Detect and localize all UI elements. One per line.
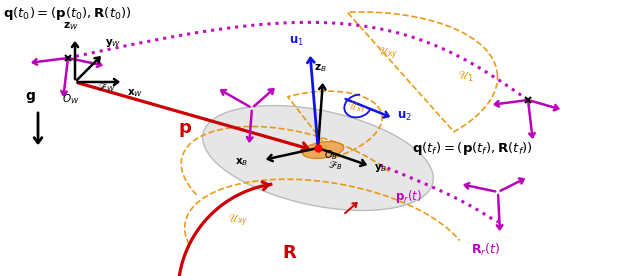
Text: $\mathbf{x}_W$: $\mathbf{x}_W$ (127, 87, 143, 99)
Text: $\mathbf{p}$: $\mathbf{p}$ (178, 121, 192, 139)
Text: $\mathscr{U}_1$: $\mathscr{U}_1$ (458, 70, 474, 84)
Ellipse shape (302, 142, 344, 158)
Text: $\mathbf{p}_r(t)$: $\mathbf{p}_r(t)$ (395, 188, 422, 205)
Text: $\mathscr{U}_{xy}$: $\mathscr{U}_{xy}$ (348, 100, 366, 115)
Text: $\mathbf{z}_B$: $\mathbf{z}_B$ (314, 62, 326, 74)
Text: $O_B$: $O_B$ (324, 148, 338, 162)
Text: $\mathscr{F}_W$: $\mathscr{F}_W$ (97, 81, 116, 94)
Text: $\mathbf{u}_1$: $\mathbf{u}_1$ (289, 35, 304, 48)
Text: $\mathbf{q}(t_0) = (\mathbf{p}(t_0), \mathbf{R}(t_0))$: $\mathbf{q}(t_0) = (\mathbf{p}(t_0), \ma… (3, 5, 132, 22)
Text: $\mathscr{U}_{xy}$: $\mathscr{U}_{xy}$ (228, 213, 249, 229)
Text: $\mathbf{g}$: $\mathbf{g}$ (24, 90, 35, 105)
Text: $\mathbf{y}_B$: $\mathbf{y}_B$ (374, 162, 387, 174)
Text: $\mathbf{q}(t_f) = (\mathbf{p}(t_f), \mathbf{R}(t_f))$: $\mathbf{q}(t_f) = (\mathbf{p}(t_f), \ma… (412, 140, 533, 157)
Text: $\mathscr{F}_B$: $\mathscr{F}_B$ (328, 159, 343, 172)
Text: $O_W$: $O_W$ (62, 92, 80, 106)
Text: $\mathbf{R}_r(t)$: $\mathbf{R}_r(t)$ (471, 242, 500, 258)
Ellipse shape (203, 105, 433, 211)
Text: $\mathbf{x}_B$: $\mathbf{x}_B$ (235, 156, 248, 168)
Text: $\mathbf{z}_W$: $\mathbf{z}_W$ (63, 20, 79, 32)
Text: $\mathbf{R}$: $\mathbf{R}$ (282, 244, 298, 262)
Text: $\mathscr{U}_{xy}$: $\mathscr{U}_{xy}$ (378, 45, 399, 62)
Text: $\mathbf{y}_W$: $\mathbf{y}_W$ (105, 37, 121, 49)
Text: $\mathbf{u}_2$: $\mathbf{u}_2$ (397, 110, 412, 123)
